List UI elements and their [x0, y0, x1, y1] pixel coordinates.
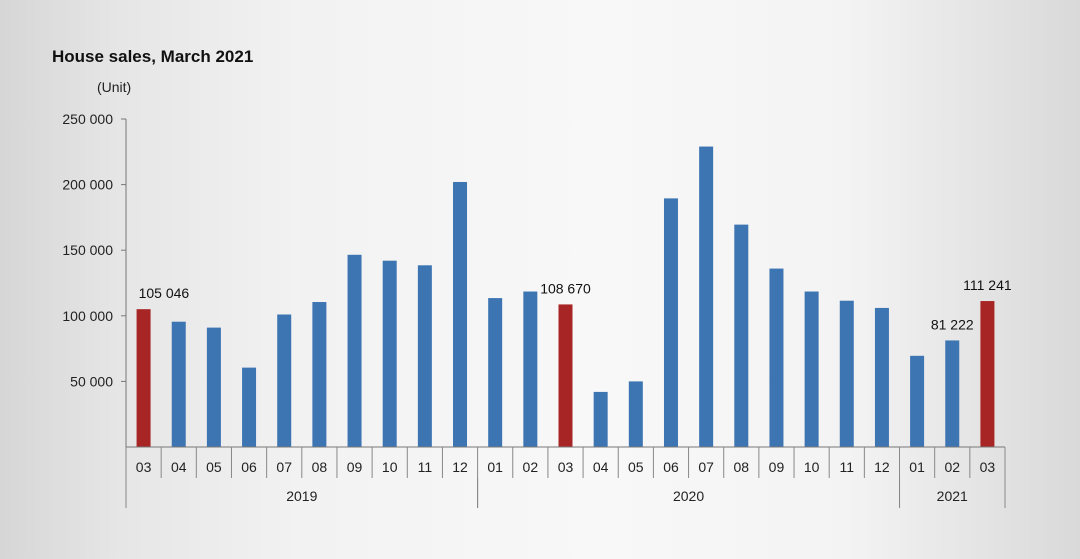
x-tick-label: 03: [136, 459, 152, 475]
bar-24: [980, 301, 995, 447]
year-label: 2019: [286, 488, 317, 504]
y-tick-label: 100 000: [62, 308, 113, 324]
data-label: 108 670: [540, 280, 591, 296]
data-labels: 105 046 108 670 81 222 111 241: [139, 277, 1012, 332]
y-tick-label: 50 000: [70, 373, 113, 389]
bar-9: [453, 181, 468, 447]
y-axis-unit-label: (Unit): [97, 79, 132, 95]
x-tick-label: 07: [698, 459, 714, 475]
bar-4: [277, 314, 292, 447]
bar-0: [136, 309, 151, 447]
bar-17: [734, 224, 749, 447]
bar-18: [769, 268, 784, 447]
x-tick-label: 05: [628, 459, 644, 475]
x-tick-label: 08: [312, 459, 328, 475]
bar-3: [242, 367, 257, 447]
y-tick-label: 250 000: [62, 111, 113, 127]
x-tick-label: 10: [804, 459, 820, 475]
x-tick-label: 02: [523, 459, 539, 475]
year-label: 2021: [937, 488, 968, 504]
data-label: 81 222: [931, 316, 974, 332]
bar-2: [206, 327, 221, 447]
bar-8: [417, 265, 432, 447]
x-tick-label: 04: [171, 459, 187, 475]
bar-23: [945, 340, 960, 447]
x-tick-label: 11: [840, 459, 855, 475]
x-tick-label: 10: [382, 459, 398, 475]
x-tick-label: 11: [418, 459, 433, 475]
year-label: 2020: [673, 488, 704, 504]
x-tick-label: 04: [593, 459, 609, 475]
data-label: 111 241: [963, 277, 1012, 293]
bar-21: [874, 307, 889, 447]
bar-16: [699, 146, 714, 447]
bar-14: [628, 381, 643, 447]
bar-7: [382, 260, 397, 447]
x-tick-label: 01: [487, 459, 503, 475]
x-tick-label: 06: [241, 459, 257, 475]
bar-20: [839, 300, 854, 447]
x-tick-label: 01: [909, 459, 925, 475]
bars: [136, 146, 995, 447]
bar-10: [488, 298, 503, 447]
x-tick-label: 06: [663, 459, 679, 475]
x-tick-label: 02: [944, 459, 960, 475]
x-tick-label: 09: [769, 459, 785, 475]
x-axis: 03 04 05 06 07 08 09 10 11 12 01 02 03 04 05 06 07 08 09 10…: [125, 446, 1006, 508]
bar-6: [347, 254, 362, 447]
chart-title: House sales, March 2021: [52, 47, 254, 66]
x-tick-label: 05: [206, 459, 222, 475]
x-tick-label: 08: [734, 459, 750, 475]
x-tick-label: 03: [558, 459, 574, 475]
y-tick-label: 150 000: [62, 242, 113, 258]
data-label: 105 046: [139, 285, 190, 301]
bar-1: [171, 321, 186, 447]
y-axis: 50 000 100 000 150 000 200 000 250 000: [62, 111, 127, 447]
bar-22: [910, 355, 925, 447]
bar-19: [804, 291, 819, 447]
x-tick-label: 09: [347, 459, 363, 475]
y-tick-label: 200 000: [62, 177, 113, 193]
bar-5: [312, 302, 327, 447]
bar-13: [593, 391, 608, 447]
x-tick-label: 12: [874, 459, 890, 475]
bar-15: [663, 198, 678, 447]
x-tick-label: 03: [980, 459, 996, 475]
bar-12: [558, 304, 573, 447]
x-tick-label: 07: [276, 459, 292, 475]
bar-11: [523, 291, 538, 447]
x-tick-label: 12: [452, 459, 468, 475]
